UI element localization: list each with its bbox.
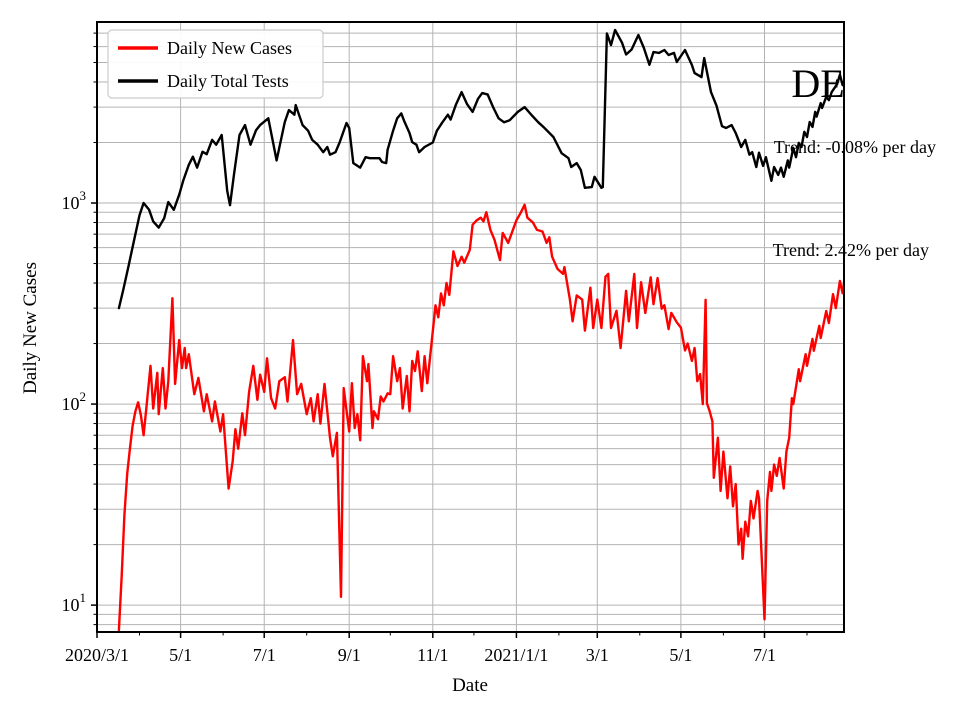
x-tick-label: 9/1 xyxy=(338,645,361,665)
y-axis-label: Daily New Cases xyxy=(20,262,41,394)
legend-label-daily-total-tests: Daily Total Tests xyxy=(167,71,289,91)
chart-title: DE xyxy=(791,61,844,106)
legend-box xyxy=(107,29,324,99)
x-tick-label: 5/1 xyxy=(169,645,192,665)
x-tick-label: 5/1 xyxy=(669,645,692,665)
x-tick-label: 7/1 xyxy=(253,645,276,665)
legend-label-daily-new-cases: Daily New Cases xyxy=(167,38,292,58)
series-line-daily-new-cases xyxy=(117,203,844,632)
legend: Daily New Cases Daily Total Tests xyxy=(107,29,324,99)
x-tick-label: 3/1 xyxy=(586,645,609,665)
series-lines xyxy=(117,28,844,632)
x-tick-labels: 2020/3/1 5/1 7/1 9/1 11/1 2021/1/1 3/1 5/1 7/1 xyxy=(65,645,776,665)
x-tick-label: 7/1 xyxy=(753,645,776,665)
trend-annotation-cases: Trend: 2.42% per day xyxy=(773,240,929,260)
trend-annotation-tests: Trend: -0.08% per day xyxy=(774,137,936,157)
y-tick-label: 103 xyxy=(62,188,87,213)
x-tick-label: 11/1 xyxy=(417,645,448,665)
y-tick-label: 101 xyxy=(62,590,87,615)
axes-layer xyxy=(91,32,808,638)
grid-layer xyxy=(96,22,844,632)
y-tick-labels: 101 102 103 xyxy=(62,188,87,615)
plot-border xyxy=(96,21,845,633)
x-axis-label: Date xyxy=(452,675,488,696)
y-tick-label: 102 xyxy=(62,389,87,414)
series-line-daily-total-tests xyxy=(117,28,844,310)
x-tick-label: 2020/3/1 xyxy=(65,645,129,665)
x-tick-label: 2021/1/1 xyxy=(484,645,548,665)
